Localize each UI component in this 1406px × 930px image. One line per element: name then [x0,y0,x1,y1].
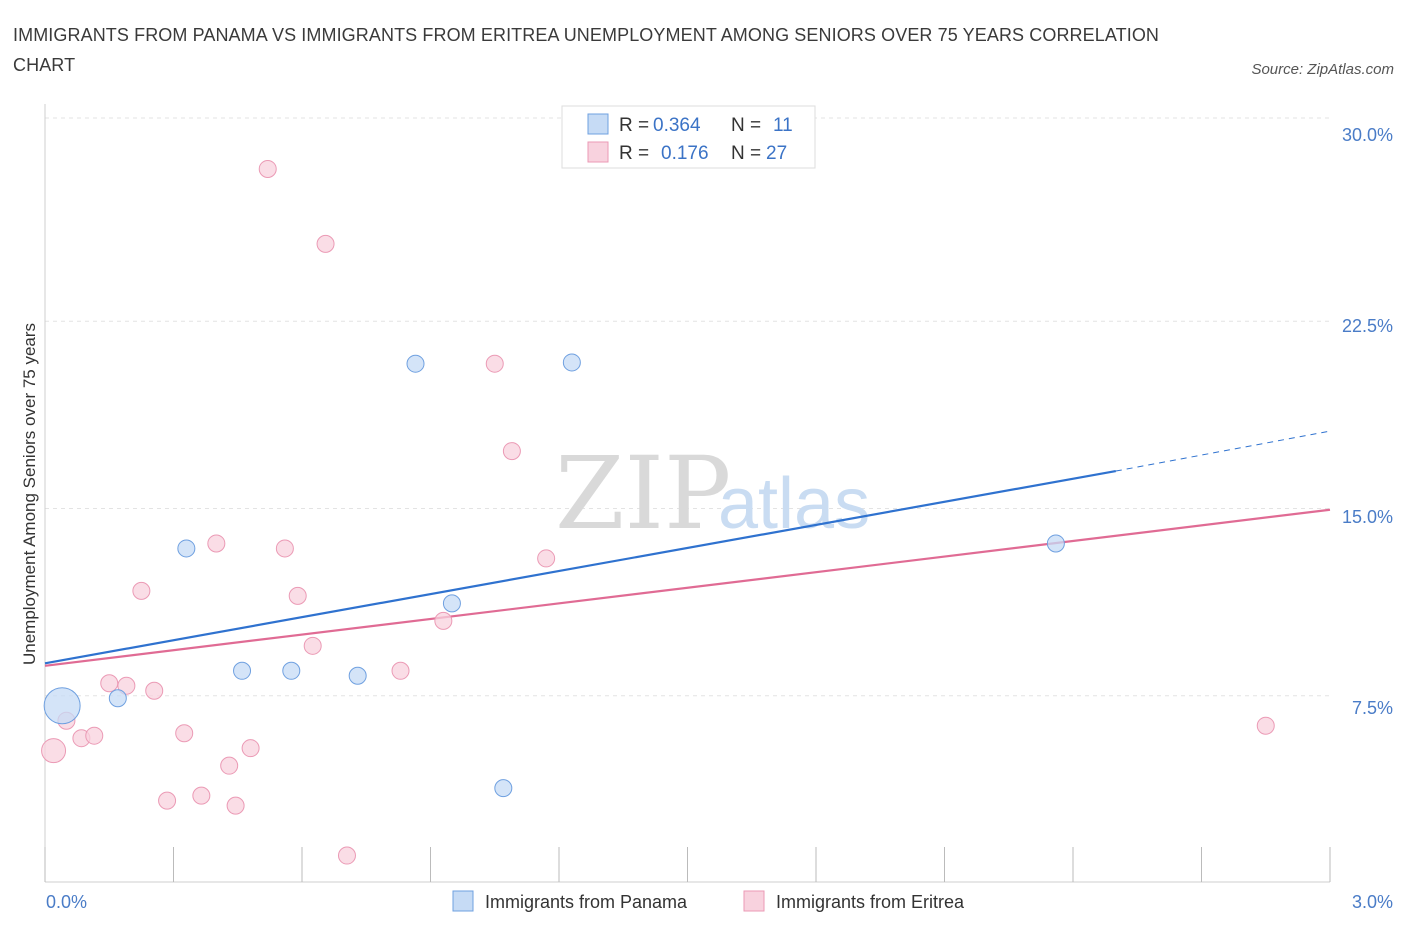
y-tick-label: 7.5% [1352,698,1393,718]
panama-point [406,354,425,373]
panama-point [442,594,461,613]
eritrea-point [391,661,410,680]
panama-point [177,539,196,558]
eritrea-point [100,674,119,693]
legend-r-value-eritrea: 0.176 [661,143,709,164]
eritrea-point [175,724,194,743]
chart-title: IMMIGRANTS FROM PANAMA VS IMMIGRANTS FRO… [13,25,1160,75]
eritrea-point [220,756,239,775]
eritrea-point [226,796,245,815]
eritrea-point [192,786,211,805]
eritrea-point [303,636,322,655]
y-tick-label: 30.0% [1342,125,1393,145]
legend-r-value-panama: 0.364 [653,115,701,136]
legend-r-label-eritrea: R = [619,143,649,164]
x-tick-labels: 0.0% 3.0% [46,892,1393,912]
eritrea-point [1256,716,1275,735]
series-legend-swatch-panama [452,890,474,912]
stats-legend: R = 0.364 N = 11 R = 0.176 N = 27 [561,105,816,169]
panama-trend-line [44,469,1117,665]
panama-point [562,353,581,372]
panama-point [1046,534,1065,553]
panama-trend-extension [1115,430,1331,472]
y-tick-label: 15.0% [1342,507,1393,527]
trend-lines [44,430,1331,667]
y-tick-label: 22.5% [1342,316,1393,336]
eritrea-point [537,549,556,568]
series-legend: Immigrants from Panama Immigrants from E… [452,890,965,912]
watermark: ZIP atlas [555,435,870,552]
legend-n-value-eritrea: 27 [766,143,787,164]
eritrea-point [485,354,504,373]
eritrea-point [85,726,104,745]
y-axis-label: Unemployment Among Seniors over 75 years [20,323,39,665]
grid-lines [45,117,1330,697]
eritrea-trend-line [44,508,1331,667]
legend-n-value-panama: 11 [773,115,793,136]
eritrea-point [502,442,521,461]
eritrea-point [117,676,136,695]
x-tick-label: 0.0% [46,892,87,912]
eritrea-point [207,534,226,553]
data-points [41,159,1275,865]
y-tick-labels: 7.5% 15.0% 22.5% 30.0% [1342,125,1393,718]
eritrea-point [41,738,67,764]
panama-point [282,661,301,680]
legend-r-label-panama: R = [619,115,649,136]
axes [44,104,1331,883]
series-legend-label-eritrea: Immigrants from Eritrea [776,892,965,912]
eritrea-point [288,586,307,605]
series-legend-swatch-eritrea [743,890,765,912]
eritrea-point [132,581,151,600]
panama-point [233,661,252,680]
legend-swatch-eritrea [587,141,609,163]
eritrea-point [158,791,177,810]
eritrea-point [241,739,260,758]
watermark-zip: ZIP [555,435,731,552]
panama-point [494,779,513,798]
eritrea-point [275,539,294,558]
legend-swatch-panama [587,113,609,135]
eritrea-point [258,159,277,178]
series-legend-label-panama: Immigrants from Panama [485,892,688,912]
panama-point [108,689,127,708]
watermark-atlas: atlas [718,464,870,544]
legend-n-label-eritrea: N = [731,143,761,164]
legend-n-label-panama: N = [731,115,761,136]
eritrea-point [316,234,335,253]
eritrea-point [337,846,356,865]
panama-point [348,666,367,685]
eritrea-point [434,611,453,630]
eritrea-point [145,681,164,700]
source-label: Source: ZipAtlas.com [1251,61,1394,78]
x-tick-label: 3.0% [1352,892,1393,912]
panama-point [43,687,81,725]
